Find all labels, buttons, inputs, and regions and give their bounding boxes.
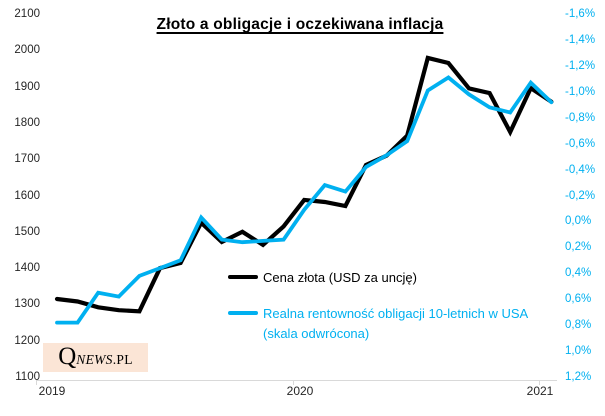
x-axis-label: 2020 bbox=[286, 384, 314, 398]
right-axis-label: -1,4% bbox=[565, 33, 596, 46]
left-axis-label: 1300 bbox=[14, 298, 40, 311]
left-axis-label: 2000 bbox=[14, 44, 40, 57]
legend-item-gold: Cena złota (USD za uncję) bbox=[228, 268, 417, 288]
left-axis-label: 1500 bbox=[14, 225, 40, 238]
right-axis-label: -0,4% bbox=[565, 163, 596, 176]
right-axis-label: 0,2% bbox=[565, 241, 592, 254]
right-axis-label: 0,6% bbox=[565, 293, 592, 306]
right-axis-label: -1,6% bbox=[565, 8, 596, 20]
right-axis-label: -0,8% bbox=[565, 111, 596, 124]
legend-label-yield: Realna rentowność obligacji 10-letnich w… bbox=[263, 306, 528, 341]
watermark-q: Q bbox=[58, 343, 77, 370]
yield-line-swatch bbox=[228, 311, 258, 315]
chart-title: Złoto a obligacje i oczekiwana inflacja bbox=[156, 16, 444, 33]
right-axis-label: -0,6% bbox=[565, 137, 596, 150]
right-axis-label: 0,4% bbox=[565, 267, 592, 280]
gold-line-swatch bbox=[228, 275, 258, 279]
right-axis-label: 0,0% bbox=[565, 215, 592, 228]
legend-label-gold: Cena złota (USD za uncję) bbox=[263, 270, 417, 285]
right-axis-label: 1,2% bbox=[565, 371, 592, 383]
right-axis-label: 0,8% bbox=[565, 319, 592, 332]
watermark-news: NEWS bbox=[76, 352, 113, 367]
left-axis-label: 1800 bbox=[14, 116, 40, 129]
watermark-pl: .PL bbox=[112, 352, 133, 367]
left-axis-label: 1400 bbox=[14, 262, 40, 275]
gold-line bbox=[54, 55, 554, 314]
qnews-watermark: QNEWS.PL bbox=[43, 343, 148, 372]
left-axis-label: 1900 bbox=[14, 80, 40, 93]
left-axis-label: 1600 bbox=[14, 189, 40, 202]
right-axis-label: -1,2% bbox=[565, 59, 596, 72]
left-axis-label: 1700 bbox=[14, 153, 40, 166]
right-axis-label: -1,0% bbox=[565, 85, 596, 98]
x-axis-label: 2019 bbox=[38, 384, 66, 398]
right-axis-label: 1,0% bbox=[565, 345, 592, 358]
right-axis-label: -0,2% bbox=[565, 189, 596, 202]
yield-line bbox=[55, 75, 554, 325]
left-axis-label: 1200 bbox=[14, 334, 40, 347]
left-axis-label: 1100 bbox=[15, 371, 40, 383]
legend-item-yield: Realna rentowność obligacji 10-letnich w… bbox=[228, 304, 550, 344]
x-axis-label: 2021 bbox=[526, 384, 554, 398]
left-axis-label: 2100 bbox=[14, 8, 40, 20]
